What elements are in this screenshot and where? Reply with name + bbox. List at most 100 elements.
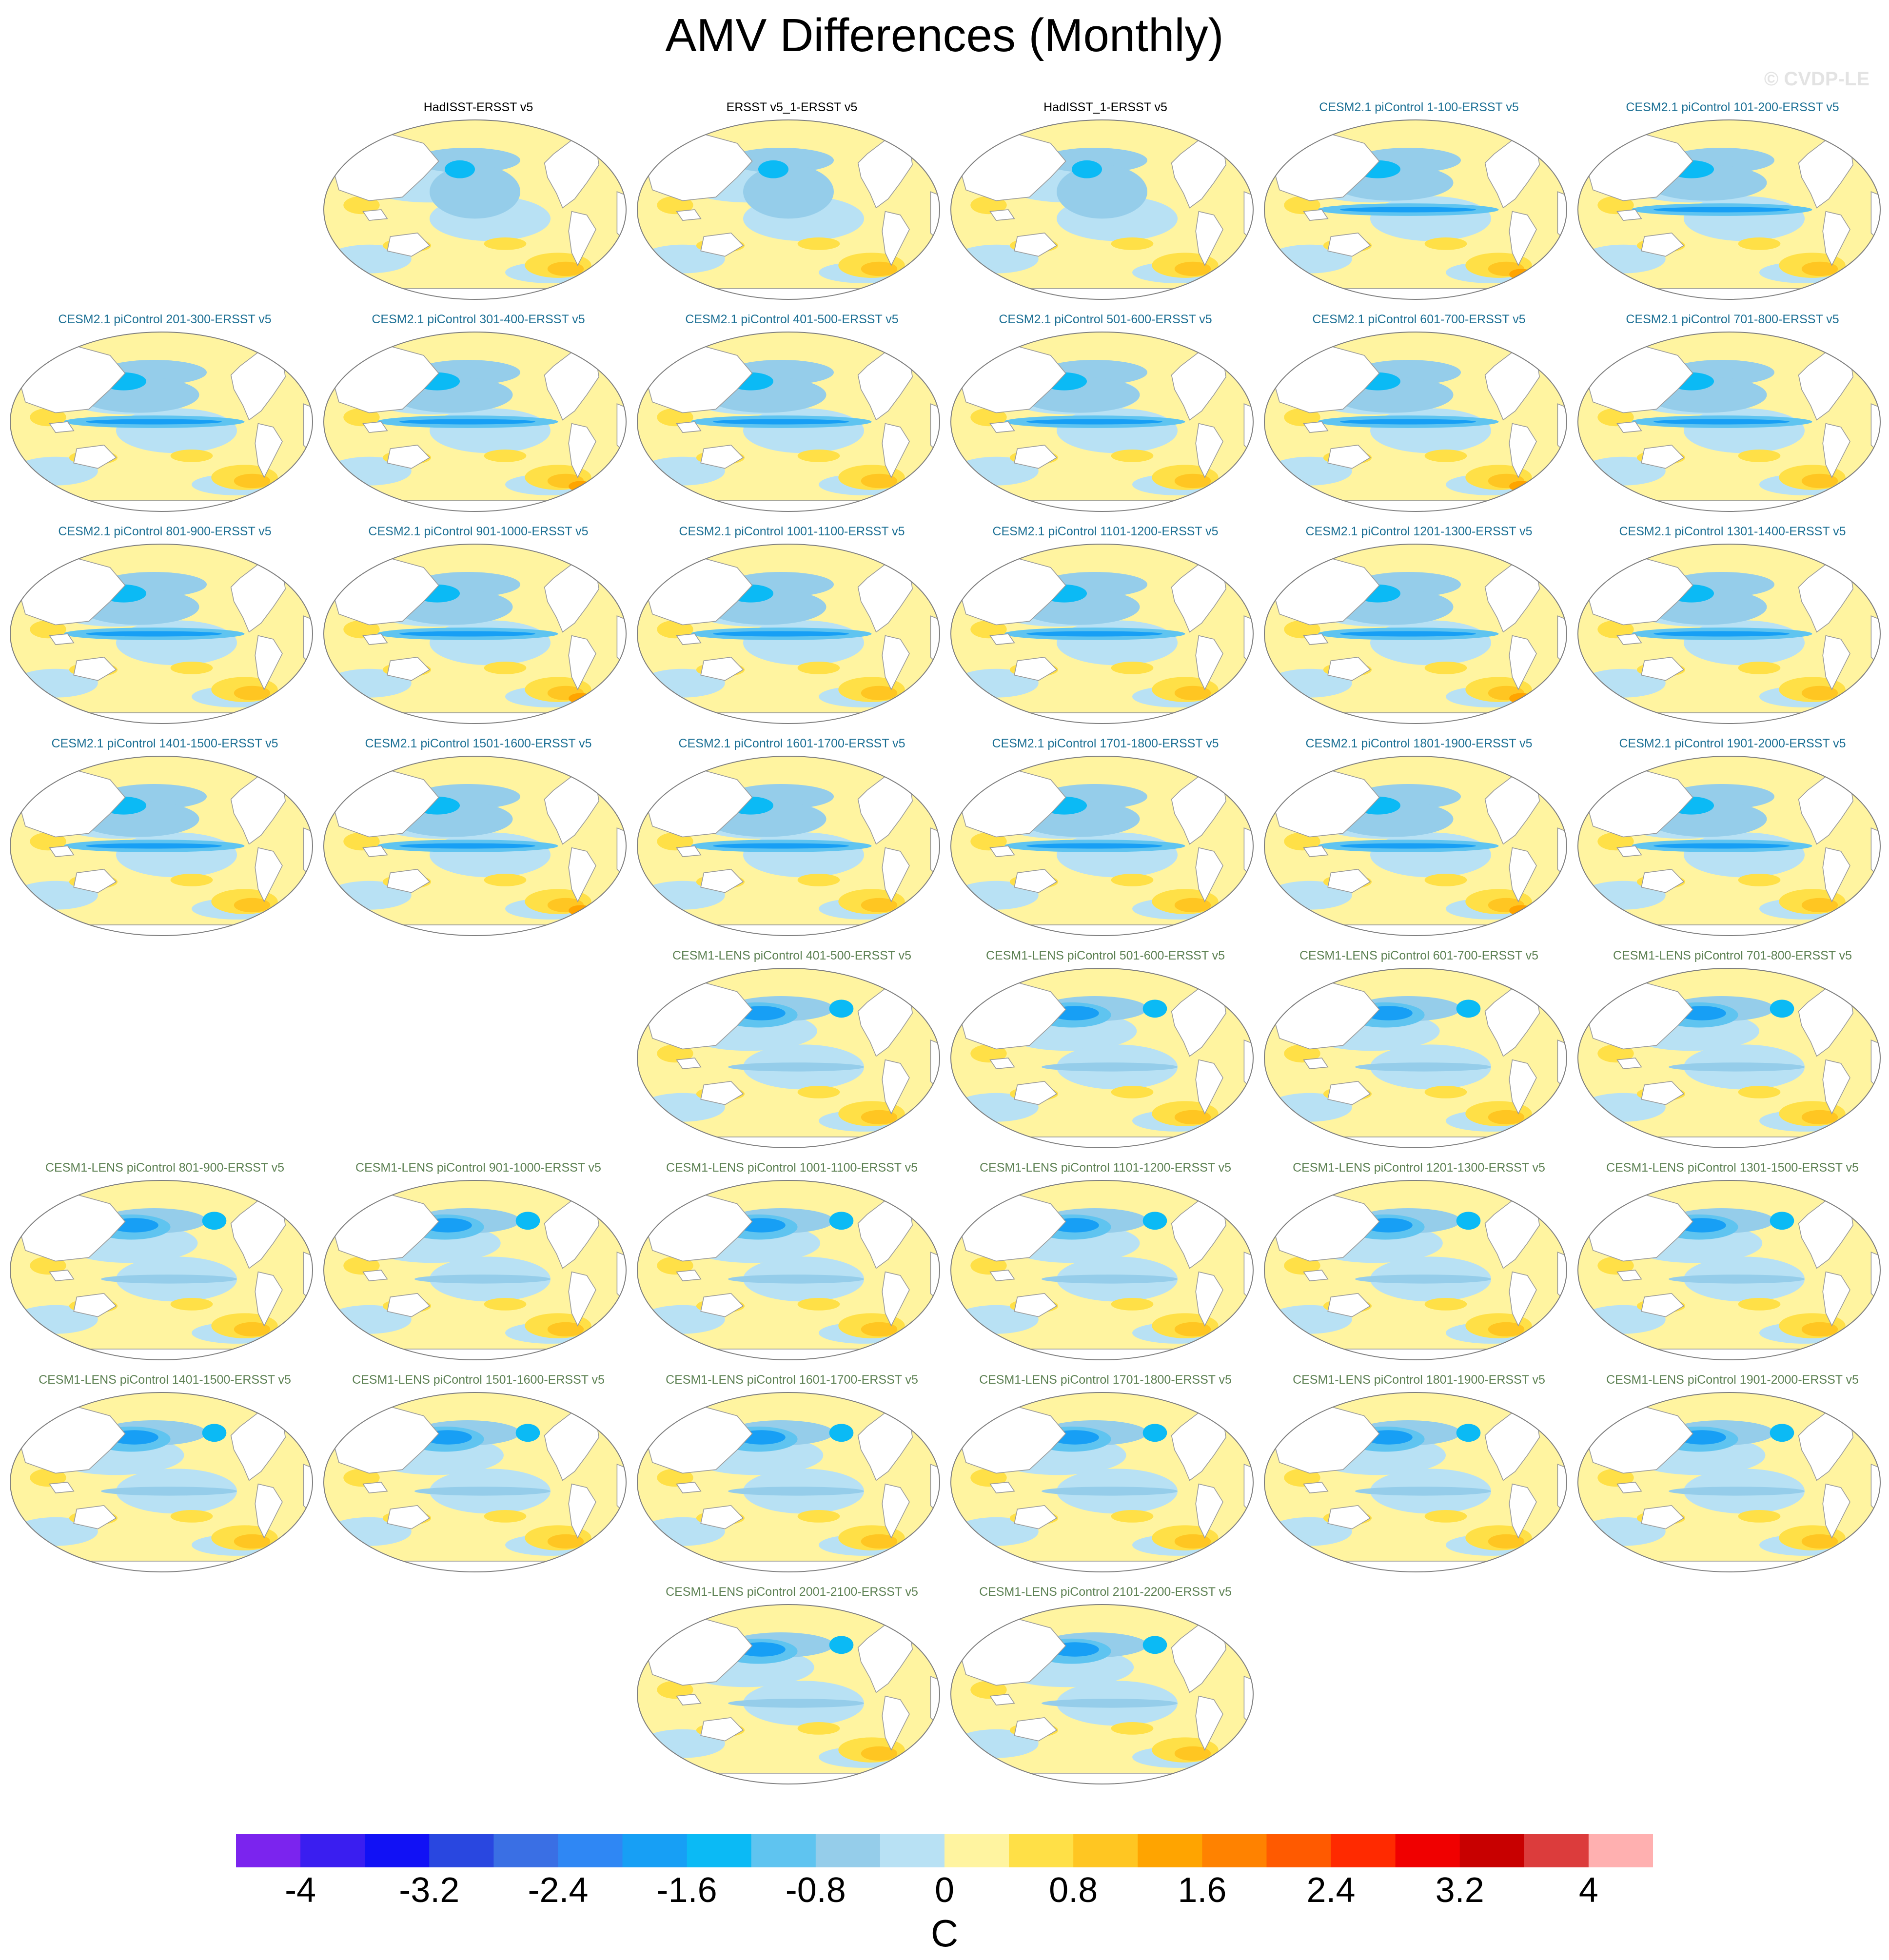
anomaly-blob (399, 419, 535, 425)
land-mass-7 (637, 288, 940, 299)
anomaly-blob (1738, 662, 1781, 674)
land-mass-3 (1641, 232, 1685, 257)
land-mass-7 (951, 1137, 1253, 1148)
anomaly-blob (713, 843, 849, 849)
land-mass-3 (700, 1505, 744, 1529)
robinson-map (1577, 119, 1881, 300)
map-panel: CESM2.1 piControl 1801-1900-ERSST v5 (1263, 737, 1575, 946)
anomaly-blob (414, 148, 520, 173)
anomaly-blob (1684, 832, 1805, 878)
anomaly-blob (234, 898, 271, 913)
land-mass-4 (1545, 132, 1561, 148)
anomaly-blob (1026, 631, 1162, 637)
robinson-map (950, 544, 1254, 724)
anomaly-blob (1669, 1274, 1805, 1284)
map-panel: CESM1-LENS piControl 1401-1500-ERSST v5 (9, 1373, 321, 1583)
land-mass-4 (1858, 1192, 1875, 1208)
robinson-map (323, 119, 627, 300)
anomaly-blob (1738, 1510, 1781, 1523)
map-outline (323, 1392, 627, 1572)
land-mass-4 (1545, 556, 1561, 572)
land-mass-7 (324, 712, 626, 724)
anomaly-blob (1488, 1110, 1525, 1125)
panel-title: CESM2.1 piControl 401-500-ERSST v5 (685, 313, 899, 326)
map-outline (637, 756, 940, 936)
map-field (637, 332, 940, 511)
land-mass-1 (1509, 635, 1537, 690)
panel-title: CESM1-LENS piControl 1801-1900-ERSST v5 (1293, 1373, 1545, 1387)
map-outline (1264, 968, 1567, 1148)
land-mass-6 (676, 1270, 702, 1281)
robinson-map (10, 1180, 313, 1360)
anomaly-blob (1456, 1212, 1481, 1230)
panel-title: CESM1-LENS piControl 801-900-ERSST v5 (45, 1161, 285, 1175)
map-panel: CESM1-LENS piControl 1701-1800-ERSST v5 (949, 1373, 1261, 1583)
map-field (951, 968, 1253, 1148)
map-field (637, 756, 940, 936)
anomaly-blob (1111, 450, 1154, 462)
land-mass-6 (362, 633, 388, 645)
land-mass-7 (324, 288, 626, 299)
land-mass-6 (362, 845, 388, 857)
anomaly-blob (1340, 631, 1476, 637)
map-outline (950, 1392, 1254, 1572)
robinson-map (950, 1392, 1254, 1572)
colorbar-swatch (429, 1834, 494, 1867)
anomaly-blob (1111, 1510, 1154, 1523)
anomaly-blob (1111, 237, 1154, 250)
map-outline (637, 1180, 940, 1360)
land-mass-1 (1195, 635, 1223, 690)
anomaly-blob (484, 874, 527, 886)
robinson-map (637, 968, 940, 1148)
anomaly-blob (430, 832, 551, 878)
land-mass-7 (951, 1349, 1253, 1360)
land-mass-1 (1509, 1271, 1537, 1327)
robinson-map (1577, 968, 1881, 1148)
map-panel: CESM2.1 piControl 101-200-ERSST v5 (1576, 100, 1889, 310)
colorbar-swatch (880, 1834, 945, 1867)
anomaly-blob (1026, 843, 1162, 849)
land-mass-3 (700, 656, 744, 681)
anomaly-blob (861, 686, 898, 701)
land-mass-6 (989, 1058, 1015, 1069)
panel-title: CESM2.1 piControl 1001-1100-ERSST v5 (679, 525, 905, 538)
anomaly-blob (484, 662, 527, 674)
land-mass-1 (568, 423, 596, 478)
robinson-map (637, 1392, 940, 1572)
anomaly-blob (861, 261, 898, 276)
map-panel: CESM2.1 piControl 201-300-ERSST v5 (9, 313, 321, 522)
map-outline (637, 332, 940, 512)
land-mass-3 (387, 444, 431, 469)
anomaly-blob (797, 1510, 840, 1523)
map-field (951, 1392, 1253, 1572)
figure-title: AMV Differences (Monthly) (665, 9, 1224, 61)
robinson-map (10, 544, 313, 724)
land-mass-4 (604, 1404, 621, 1420)
land-mass-1 (1822, 211, 1850, 266)
anomaly-blob (1669, 1487, 1805, 1496)
panel-title: CESM1-LENS piControl 401-500-ERSST v5 (672, 949, 912, 962)
anomaly-blob (414, 1274, 551, 1284)
colorbar-swatch (300, 1834, 365, 1867)
land-mass-3 (387, 656, 431, 681)
map-outline (1264, 119, 1567, 300)
anomaly-blob (1424, 237, 1467, 250)
anomaly-blob (1424, 1086, 1467, 1098)
anomaly-blob (101, 1274, 237, 1284)
robinson-map (10, 332, 313, 512)
land-mass-6 (1616, 1482, 1642, 1493)
land-mass-6 (49, 1270, 75, 1281)
land-mass-3 (1327, 1505, 1371, 1529)
map-outline (637, 119, 940, 300)
land-mass-3 (1327, 1293, 1371, 1317)
panel-title: HadISST_1-ERSST v5 (1043, 100, 1167, 114)
anomaly-blob (234, 1322, 271, 1337)
land-mass-4 (1231, 132, 1248, 148)
anomaly-blob (1456, 1000, 1481, 1018)
anomaly-blob (1801, 1110, 1838, 1125)
map-outline (1264, 1180, 1567, 1360)
map-field (1264, 756, 1567, 936)
land-mass-4 (291, 1192, 307, 1208)
panel-title: ERSST v5_1-ERSST v5 (726, 100, 858, 114)
land-mass-4 (918, 132, 934, 148)
